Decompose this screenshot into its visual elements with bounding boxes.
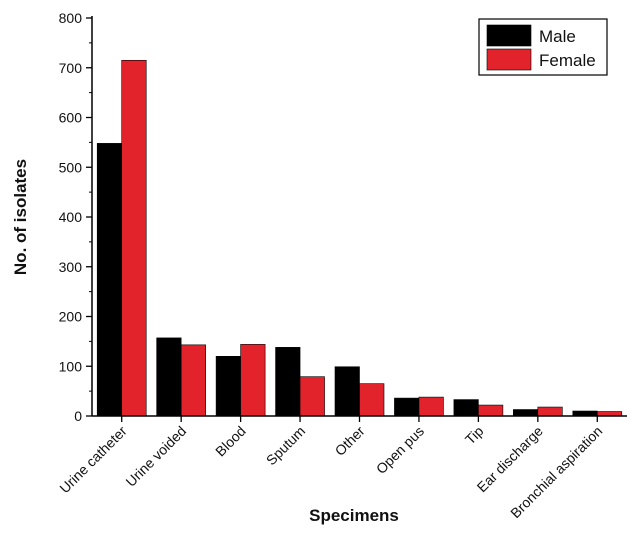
x-tick-label: Open pus [373,423,427,477]
bar-female [180,344,206,417]
bar-female [478,404,504,417]
bar-male [215,355,241,417]
y-axis-title: No. of isolates [11,159,30,275]
legend-swatch-male [486,24,532,47]
y-tick-label: 0 [74,408,82,424]
y-tick-label: 100 [59,358,83,374]
legend-label-male: Male [539,27,576,46]
x-tick-label: Urine catheter [56,423,130,497]
legend-swatch-female [486,48,532,71]
bar-female [537,406,563,417]
x-tick-label: Urine voided [122,423,189,490]
x-tick-label: Other [332,423,368,459]
bar-male [394,397,420,417]
bar-female [418,396,444,417]
legend-label-female: Female [539,51,596,70]
y-ticks-group: 0 100 200 300 400 500 600 700 800 [59,10,92,424]
bar-female [359,383,385,417]
bar-male [453,399,479,417]
bar-female [299,376,325,417]
bar-male [334,366,360,417]
bar-male [156,337,182,417]
bars-group [96,59,623,417]
y-tick-label: 400 [59,209,83,225]
x-tick-label: Blood [212,423,249,460]
bar-male [513,409,539,417]
x-axis-title: Specimens [309,506,399,525]
x-tick-label: Tip [462,423,487,448]
bar-female [240,344,266,417]
legend: Male Female [478,18,608,76]
y-tick-label: 800 [59,10,83,26]
y-tick-label: 200 [59,309,83,325]
y-tick-label: 500 [59,159,83,175]
y-tick-label: 600 [59,110,83,126]
y-tick-label: 300 [59,259,83,275]
bar-male [275,347,301,417]
x-tick-label: Sputum [263,423,308,468]
bar-female [121,59,147,417]
bar-male [96,143,123,417]
y-tick-label: 700 [59,60,83,76]
